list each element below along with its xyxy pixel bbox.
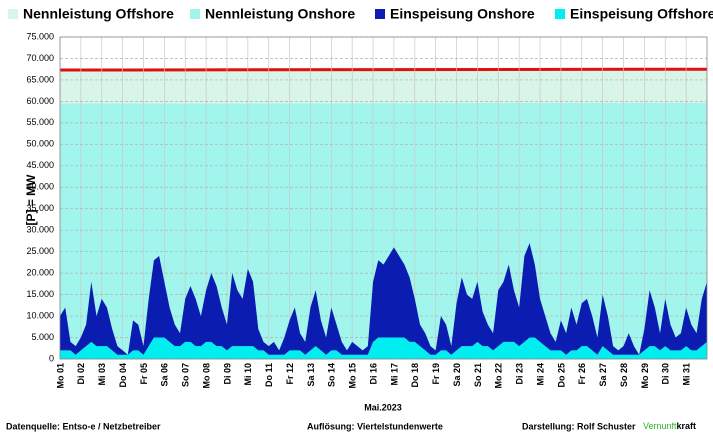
footer-brand: Vernunftkraft — [643, 421, 696, 431]
y-tick-label: 0 — [49, 353, 54, 363]
brand-a: Vernunft — [643, 421, 677, 431]
x-tick-label: Sa 13 — [306, 363, 316, 387]
legend-label: Einspeisung Onshore — [390, 6, 535, 22]
x-tick-label: Di 02 — [76, 363, 86, 385]
footer-resolution: Auflösung: Viertelstundenwerte — [307, 421, 443, 431]
legend-swatch — [375, 9, 385, 19]
legend-label: Nennleistung Offshore — [23, 6, 174, 22]
footer-source: Datenquelle: Entso-e / Netzbetreiber — [6, 421, 161, 431]
x-tick-label: Sa 27 — [598, 363, 608, 387]
capacity-line — [59, 67, 708, 72]
feed-area — [60, 337, 707, 359]
capacity-area — [60, 69, 707, 104]
y-tick-label: 5.000 — [31, 332, 54, 342]
x-tick-label: Mi 24 — [535, 363, 545, 386]
x-tick-label: Do 25 — [556, 363, 566, 388]
y-tick-label: 50.000 — [26, 139, 54, 149]
brand-b: kraft — [677, 421, 697, 431]
x-tick-label: So 07 — [181, 363, 191, 387]
y-tick-label: 75.000 — [26, 31, 54, 41]
legend-swatch — [8, 9, 18, 19]
y-tick-label: 70.000 — [26, 53, 54, 63]
x-tick-label: Fr 26 — [577, 363, 587, 385]
x-tick-label: Mi 03 — [97, 363, 107, 386]
legend-swatch — [190, 9, 200, 19]
x-axis-label: Mai.2023 — [364, 402, 402, 412]
x-tick-label: Fr 12 — [285, 363, 295, 385]
x-tick-label: So 28 — [619, 363, 629, 387]
y-tick-label: 60.000 — [26, 96, 54, 106]
x-tick-label: Mo 29 — [640, 363, 650, 389]
legend-label: Einspeisung Offshore — [570, 6, 713, 22]
x-tick-label: Mo 15 — [348, 363, 358, 389]
y-tick-label: 25.000 — [26, 246, 54, 256]
x-tick-label: So 21 — [473, 363, 483, 387]
x-tick-label: Di 23 — [515, 363, 525, 385]
legend-label: Nennleistung Onshore — [205, 6, 355, 22]
y-tick-label: 15.000 — [26, 289, 54, 299]
x-tick-label: Mo 08 — [201, 363, 211, 389]
x-tick-label: Di 09 — [222, 363, 232, 385]
x-tick-label: Do 04 — [118, 363, 128, 388]
plot-border — [59, 36, 708, 360]
x-tick-label: Do 11 — [264, 363, 274, 387]
x-tick-label: Sa 06 — [160, 363, 170, 387]
x-tick-label: Di 30 — [661, 363, 671, 385]
y-tick-label: 45.000 — [26, 160, 54, 170]
y-axis-label: [P] = MW — [24, 174, 38, 226]
y-tick-label: 40.000 — [26, 182, 54, 192]
x-tick-label: Mi 10 — [243, 363, 253, 386]
footer-author: Darstellung: Rolf Schuster — [522, 421, 636, 431]
x-tick-label: Do 18 — [410, 363, 420, 388]
y-tick-label: 30.000 — [26, 225, 54, 235]
plot-area — [59, 36, 708, 360]
x-tick-label: Fr 19 — [431, 363, 441, 385]
x-tick-label: Mi 31 — [682, 363, 692, 386]
x-tick-label: Mo 22 — [494, 363, 504, 389]
x-tick-label: Di 16 — [368, 363, 378, 385]
y-tick-label: 65.000 — [26, 74, 54, 84]
x-tick-label: Fr 05 — [139, 363, 149, 385]
y-tick-label: 35.000 — [26, 203, 54, 213]
y-tick-label: 10.000 — [26, 310, 54, 320]
feed-area — [60, 243, 707, 355]
x-tick-label: Mi 17 — [389, 363, 399, 386]
y-tick-label: 55.000 — [26, 117, 54, 127]
y-tick-label: 20.000 — [26, 268, 54, 278]
x-tick-label: Mo 01 — [55, 363, 65, 389]
x-tick-label: Sa 20 — [452, 363, 462, 387]
legend-swatch — [555, 9, 565, 19]
x-tick-label: So 14 — [327, 363, 337, 387]
